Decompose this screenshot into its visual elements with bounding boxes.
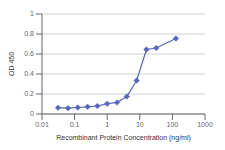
svg-text:0: 0 xyxy=(30,110,34,117)
svg-text:10: 10 xyxy=(136,121,144,128)
svg-text:0.2: 0.2 xyxy=(24,90,34,97)
svg-text:0.4: 0.4 xyxy=(24,70,34,77)
svg-text:Recombinant Protein Concentrat: Recombinant Protein Concentration (ng/ml… xyxy=(56,134,191,142)
svg-text:0.6: 0.6 xyxy=(24,50,34,57)
svg-text:1000: 1000 xyxy=(197,121,213,128)
svg-text:OD 450: OD 450 xyxy=(8,52,15,76)
svg-text:0.1: 0.1 xyxy=(70,121,80,128)
svg-text:100: 100 xyxy=(167,121,179,128)
svg-text:1: 1 xyxy=(30,10,34,17)
svg-text:0.8: 0.8 xyxy=(24,30,34,37)
svg-text:1: 1 xyxy=(105,121,109,128)
svg-text:0.01: 0.01 xyxy=(35,121,49,128)
